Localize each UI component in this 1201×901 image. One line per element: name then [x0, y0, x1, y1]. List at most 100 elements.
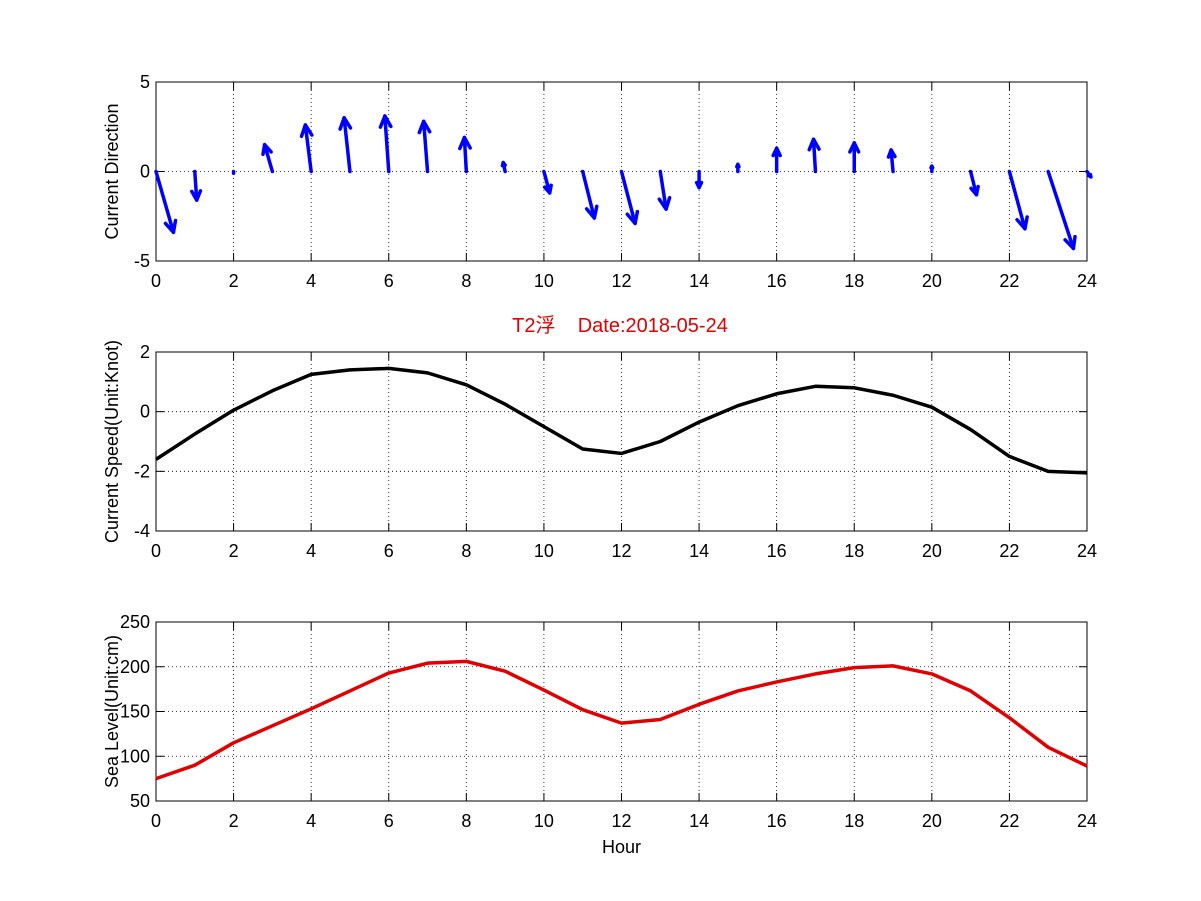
x-tick-label: 4	[306, 271, 316, 291]
quiver-arrow-shaft	[262, 142, 275, 174]
quiver-arrow-head	[625, 209, 640, 226]
quiver-arrow-head	[771, 146, 782, 158]
quiver-arrow-head	[929, 164, 935, 170]
y-tick-label: 100	[120, 746, 150, 766]
x-tick-label: 18	[844, 271, 864, 291]
quiver-arrow-head	[542, 183, 553, 195]
quiver-arrow-head	[735, 162, 741, 169]
x-tick-label: 6	[384, 811, 394, 831]
x-tick-label: 8	[461, 811, 471, 831]
x-tick-label: 6	[384, 541, 394, 561]
quiver-arrow-head	[807, 137, 821, 152]
x-tick-label: 14	[689, 541, 709, 561]
x-tick-label: 22	[999, 811, 1019, 831]
quiver-arrow	[735, 162, 741, 174]
quiver-arrow	[1085, 169, 1093, 179]
quiver-arrow-head	[378, 114, 393, 129]
x-tick-label: 6	[384, 271, 394, 291]
quiver-arrow	[580, 169, 599, 220]
quiver-arrow	[619, 169, 640, 226]
quiver-arrow	[886, 148, 897, 174]
quiver-arrow-head	[1087, 172, 1093, 179]
quiver-arrow-shaft	[619, 169, 637, 226]
quiver-arrow-head	[1015, 215, 1029, 231]
quiver-arrow	[694, 169, 704, 190]
x-tick-label: 2	[229, 811, 239, 831]
quiver-arrow-shaft	[383, 114, 391, 174]
quiver-arrow	[657, 169, 672, 211]
x-tick-label: 12	[611, 541, 631, 561]
y-tick-label: 2	[140, 342, 150, 362]
x-tick-label: 12	[611, 271, 631, 291]
quiver-arrow-head	[417, 119, 432, 135]
x-tick-label: 22	[999, 271, 1019, 291]
quiver-arrow	[771, 146, 782, 174]
y-tick-label: 150	[120, 702, 150, 722]
quiver-arrow	[807, 137, 821, 174]
quiver-arrow-shaft	[811, 137, 818, 174]
x-tick-label: 20	[922, 271, 942, 291]
y-tick-label: 5	[140, 72, 150, 92]
quiver-arrow-head	[886, 148, 897, 159]
quiver-arrow	[968, 169, 980, 197]
x-tick-label: 8	[461, 541, 471, 561]
quiver-arrow-head	[190, 189, 203, 202]
x-tick-label: 14	[689, 811, 709, 831]
quiver-arrow	[417, 119, 432, 174]
quiver-arrow	[542, 169, 553, 195]
x-tick-label: 24	[1077, 541, 1097, 561]
x-tick-label: 24	[1077, 271, 1097, 291]
y-tick-label: 200	[120, 657, 150, 677]
figure-title: T2浮 Date:2018-05-24	[512, 314, 728, 337]
y-tick-label: 0	[140, 162, 150, 182]
quiver-arrow-head	[261, 142, 273, 157]
x-tick-label: 4	[306, 811, 316, 831]
quiver-arrow-head	[163, 218, 178, 235]
quiver-arrow	[338, 116, 353, 174]
x-tick-label: 14	[689, 271, 709, 291]
x-tick-label: 4	[306, 541, 316, 561]
quiver-arrow-shaft	[421, 119, 430, 174]
quiver-arrow-head	[299, 123, 314, 139]
quiver-arrow	[261, 142, 275, 174]
x-tick-label: 10	[534, 271, 554, 291]
quiver-arrow-head	[584, 204, 599, 220]
quiver-arrow	[1046, 169, 1077, 251]
quiver-arrow-head	[500, 160, 507, 168]
x-tick-label: 10	[534, 811, 554, 831]
quiver-arrow	[929, 164, 935, 174]
sea-level-line	[155, 659, 1088, 781]
x-tick-label: 0	[151, 541, 161, 561]
y-tick-label: 0	[140, 402, 150, 422]
x-tick-label: 0	[151, 811, 161, 831]
quiver-arrow-head	[1063, 234, 1077, 251]
y-axis-label: Sea Level(Unit:cm)	[102, 635, 122, 788]
quiver-arrow-shaft	[580, 169, 597, 220]
quiver-arrow-head	[694, 180, 704, 190]
x-tick-label: 10	[534, 541, 554, 561]
x-tick-label: 16	[767, 811, 787, 831]
quiver-arrow	[154, 169, 178, 235]
quiver-arrow-shaft	[342, 116, 352, 174]
quiver-arrow-shaft	[1046, 169, 1076, 251]
x-tick-label: 0	[151, 271, 161, 291]
x-tick-label: 16	[767, 271, 787, 291]
quiver-arrow-shaft	[303, 123, 313, 174]
quiver-arrow-shaft	[462, 135, 469, 174]
quiver-arrow-head	[458, 135, 472, 151]
quiver-arrow	[458, 135, 472, 174]
x-tick-label: 24	[1077, 811, 1097, 831]
quiver-arrow	[190, 169, 203, 202]
x-tick-label: 20	[922, 811, 942, 831]
x-tick-label: 2	[229, 541, 239, 561]
x-tick-label: 2	[229, 271, 239, 291]
x-axis-label: Hour	[602, 837, 641, 857]
x-tick-label: 18	[844, 541, 864, 561]
quiver-arrow-shaft	[658, 169, 668, 211]
quiver-arrow	[299, 123, 314, 174]
